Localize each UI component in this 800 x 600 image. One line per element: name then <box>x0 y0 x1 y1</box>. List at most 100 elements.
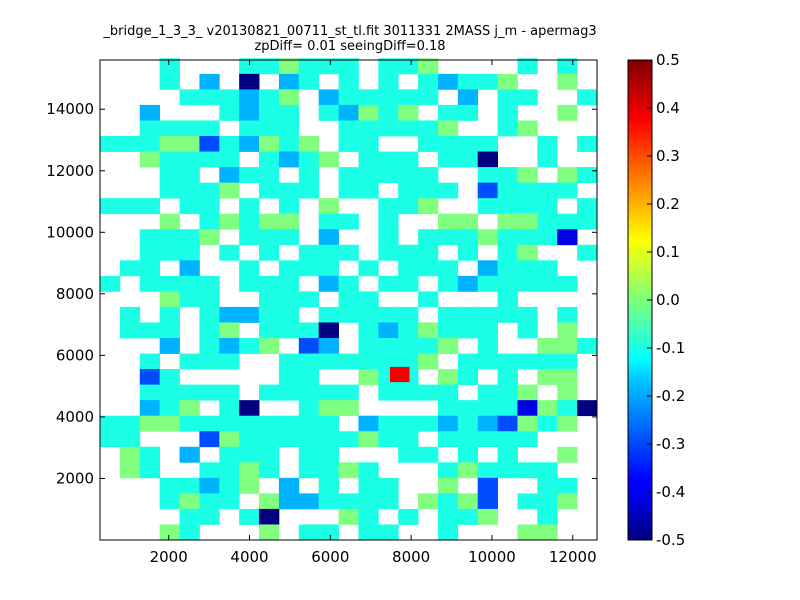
heatmap-cell <box>457 369 479 386</box>
heatmap-cell <box>259 182 280 199</box>
heatmap-cell <box>457 415 479 432</box>
heatmap-cell <box>159 151 180 168</box>
heatmap-cell <box>239 73 260 90</box>
heatmap-cell <box>338 306 359 323</box>
heatmap-cell <box>338 353 359 370</box>
heatmap-cell <box>497 198 518 215</box>
heatmap-cell <box>537 415 558 432</box>
heatmap-cell <box>398 275 419 292</box>
heatmap-cell <box>199 151 220 168</box>
heatmap-cell <box>457 89 479 106</box>
heatmap-cell <box>378 198 399 215</box>
heatmap-cell <box>457 136 479 152</box>
heatmap-cell <box>199 136 220 152</box>
heatmap-cell <box>577 167 598 184</box>
heatmap-cell <box>139 462 161 479</box>
heatmap-cell <box>239 136 260 152</box>
heatmap-cell <box>139 260 161 277</box>
heatmap-cell <box>497 353 518 370</box>
heatmap-cell <box>338 213 359 230</box>
y-tick-label: 8000 <box>56 285 94 303</box>
heatmap-cell <box>378 89 399 106</box>
heatmap-cell <box>298 431 320 448</box>
heatmap-cell <box>378 104 399 121</box>
heatmap-cell <box>159 136 180 152</box>
heatmap-cell <box>159 369 180 386</box>
heatmap-cell <box>517 493 538 510</box>
heatmap-cell <box>437 462 459 479</box>
heatmap-cell <box>159 120 180 137</box>
heatmap-cell <box>418 353 439 370</box>
heatmap-cell <box>259 136 280 152</box>
heatmap-cell <box>557 229 578 246</box>
heatmap-cell <box>119 306 141 323</box>
heatmap-cell <box>457 229 479 246</box>
heatmap-cell <box>577 338 598 354</box>
heatmap-cell <box>378 120 399 137</box>
heatmap-cell <box>239 477 260 494</box>
heatmap-cell <box>239 167 260 184</box>
heatmap-cell <box>119 446 141 463</box>
heatmap-cell <box>398 306 419 323</box>
heatmap-cell <box>338 89 359 106</box>
heatmap-cell <box>537 136 558 152</box>
heatmap-cell <box>239 446 260 463</box>
heatmap-cell <box>239 120 260 137</box>
heatmap-cell <box>199 275 220 292</box>
heatmap-cell <box>338 462 359 479</box>
heatmap-cell <box>497 291 518 308</box>
heatmap-cell <box>418 120 439 137</box>
heatmap-cell <box>199 322 220 339</box>
heatmap-cell <box>517 306 538 323</box>
heatmap-cell <box>239 229 260 246</box>
heatmap-cell <box>477 431 498 448</box>
heatmap-cell <box>239 415 260 432</box>
heatmap-cell <box>437 431 459 448</box>
heatmap-cell <box>457 493 479 510</box>
heatmap-cell <box>557 384 578 401</box>
heatmap-cell <box>159 291 180 308</box>
heatmap-cell <box>358 369 379 386</box>
heatmap-cell <box>358 136 379 152</box>
colorbar-tick-label: 0.2 <box>656 195 680 213</box>
heatmap-cell <box>298 369 320 386</box>
heatmap-cell <box>398 431 419 448</box>
heatmap-cell <box>318 275 339 292</box>
heatmap-cell <box>497 229 518 246</box>
heatmap-cell <box>298 524 320 541</box>
heatmap-cell <box>278 73 300 90</box>
heatmap-cell <box>298 58 320 75</box>
heatmap-cell <box>278 151 300 168</box>
heatmap-cell <box>179 151 200 168</box>
heatmap-cell <box>259 446 280 463</box>
heatmap-cell <box>457 244 479 261</box>
heatmap-cell <box>179 400 200 417</box>
heatmap-cell <box>378 493 399 510</box>
heatmap-cell <box>278 104 300 121</box>
heatmap-cell <box>537 338 558 354</box>
heatmap-cell <box>298 400 320 417</box>
heatmap-cell <box>318 58 339 75</box>
heatmap-cell <box>159 477 180 494</box>
heatmap-cell <box>179 524 200 541</box>
heatmap-cell <box>477 384 498 401</box>
heatmap-cell <box>398 104 419 121</box>
heatmap-cell <box>517 275 538 292</box>
heatmap-cell <box>318 462 339 479</box>
heatmap-cell <box>338 275 359 292</box>
heatmap-cell <box>437 182 459 199</box>
heatmap-cell <box>497 415 518 432</box>
y-tick-label: 6000 <box>56 346 94 364</box>
heatmap-cell <box>159 306 180 323</box>
colorbar-tick-label: -0.3 <box>656 435 685 453</box>
heatmap-cell <box>437 306 459 323</box>
heatmap-cell <box>199 306 220 323</box>
heatmap-cell <box>477 508 498 525</box>
heatmap-cell <box>437 508 459 525</box>
colorbar-tick-label: 0.0 <box>656 291 680 309</box>
heatmap-cell <box>199 477 220 494</box>
heatmap-cell <box>219 415 240 432</box>
heatmap-cell <box>577 89 598 106</box>
heatmap-cell <box>179 244 200 261</box>
heatmap-cell <box>477 198 498 215</box>
